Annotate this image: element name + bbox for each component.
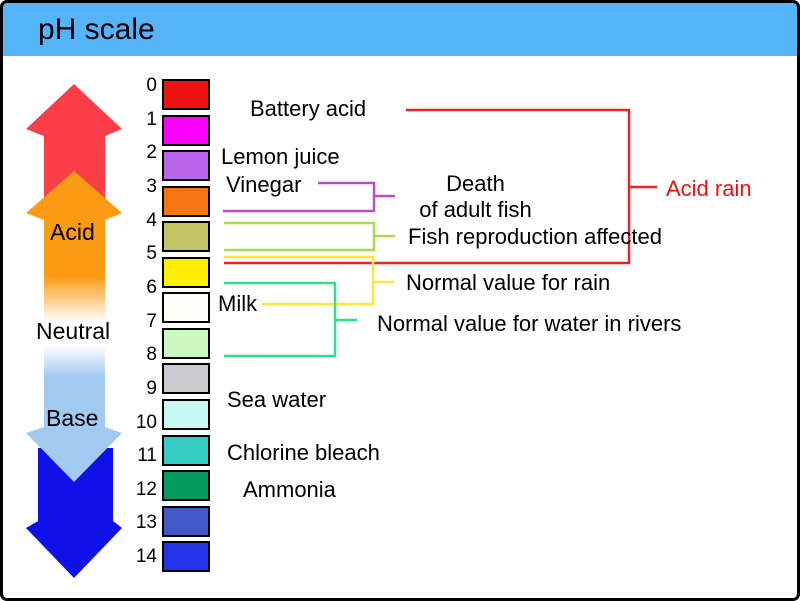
ph-number-5: 5 xyxy=(146,243,157,265)
ph-number-8: 8 xyxy=(146,344,157,366)
base-label: Base xyxy=(46,405,99,431)
base-down-arrow xyxy=(26,338,122,482)
ph-swatch-3-4 xyxy=(162,185,210,217)
ph-swatch-10-11 xyxy=(162,434,210,466)
ph-swatch-11-12 xyxy=(162,470,210,502)
base-strong-down-arrow xyxy=(26,448,122,578)
ammonia-label: Ammonia xyxy=(243,477,336,502)
ph-number-14: 14 xyxy=(135,546,157,568)
battery-acid-label: Battery acid xyxy=(250,96,367,121)
vinegar-label: Vinegar xyxy=(226,172,302,197)
death-line-1: Death xyxy=(446,171,505,196)
ph-swatch-6-7 xyxy=(162,292,210,324)
ph-number-2: 2 xyxy=(146,142,157,164)
ph-number-13: 13 xyxy=(135,512,157,534)
ph-number-10: 10 xyxy=(135,411,157,433)
chlorine-bleach-label: Chlorine bleach xyxy=(227,440,380,465)
ph-number-0: 0 xyxy=(146,75,157,96)
fish-reproduction-bracket xyxy=(224,221,376,252)
ph-number-1: 1 xyxy=(146,108,157,130)
ph-number-7: 7 xyxy=(146,310,157,332)
normal-rain-bracket xyxy=(224,255,375,306)
ph-number-9: 9 xyxy=(146,377,157,399)
ph-swatch-7-8 xyxy=(162,327,210,359)
ph-swatch-2-3 xyxy=(162,150,210,182)
sea-water-label: Sea water xyxy=(227,387,327,412)
acid-label: Acid xyxy=(50,219,95,245)
milk-label: Milk xyxy=(218,291,258,316)
ph-swatch-12-13 xyxy=(162,505,210,537)
acid-rain-annotation: Acid rain xyxy=(666,176,752,201)
ph-number-6: 6 xyxy=(146,276,157,298)
ph-swatch-0-1 xyxy=(162,79,210,110)
death-line-2: of adult fish xyxy=(419,197,532,222)
title-bar: pH scale xyxy=(3,3,797,56)
ph-number-3: 3 xyxy=(146,175,157,197)
fish-reproduction-annotation: Fish reproduction affected xyxy=(408,224,662,249)
ph-swatch-4-5 xyxy=(162,221,210,253)
ph-swatch-1-2 xyxy=(162,114,210,146)
neutral-label: Neutral xyxy=(36,318,111,344)
normal-value-rain-annotation: Normal value for rain xyxy=(406,270,611,295)
ph-number-4: 4 xyxy=(146,209,157,231)
normal-value-rivers-annotation: Normal value for water in rivers xyxy=(377,311,682,336)
lemon-juice-label: Lemon juice xyxy=(221,144,340,169)
death-of-adult-fish-annotation: Death of adult fish xyxy=(403,171,548,223)
ph-swatch-5-6 xyxy=(162,256,210,288)
page-title: pH scale xyxy=(38,13,155,46)
ph-number-12: 12 xyxy=(135,478,157,500)
ph-swatch-9-10 xyxy=(162,398,210,430)
ph-swatch-8-9 xyxy=(162,363,210,395)
ph-number-11: 11 xyxy=(137,445,157,467)
ph-swatch-13-14 xyxy=(162,541,210,573)
acid-up-arrow xyxy=(26,171,122,322)
